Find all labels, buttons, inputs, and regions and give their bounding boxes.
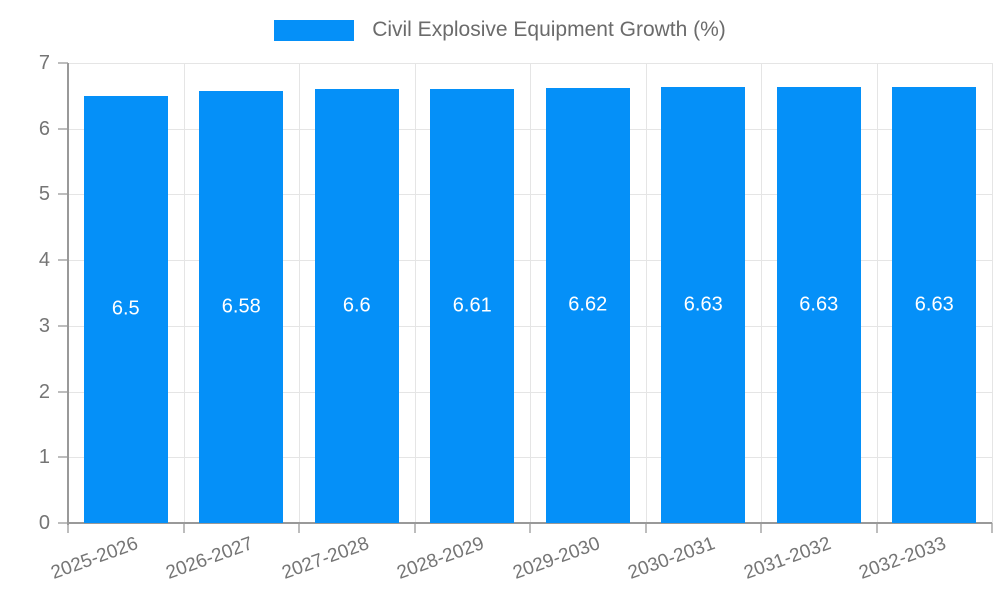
y-axis-tick <box>58 390 68 393</box>
x-gridline <box>299 63 300 523</box>
x-gridline <box>876 63 878 523</box>
x-gridline <box>183 63 185 523</box>
x-axis-tick <box>298 523 300 533</box>
legend[interactable]: Civil Explosive Equipment Growth (%) <box>0 18 1000 42</box>
bar-value-label: 6.61 <box>452 294 492 317</box>
x-tick-label: 2026-2027 <box>163 533 257 584</box>
x-axis-line <box>68 522 992 524</box>
bar-value-label: 6.63 <box>683 293 723 316</box>
y-tick-label: 3 <box>38 314 50 337</box>
bar[interactable]: 6.63 <box>892 87 977 523</box>
x-gridline <box>414 63 416 523</box>
x-gridline <box>761 63 762 523</box>
bar-value-label: 6.62 <box>568 293 608 316</box>
bar-value-label: 6.63 <box>914 293 954 316</box>
x-gridline <box>645 63 647 523</box>
bar-value-label: 6.6 <box>342 294 371 317</box>
y-tick-label: 1 <box>38 446 50 469</box>
x-tick-label: 2031-2032 <box>741 533 834 584</box>
y-axis-tick <box>58 193 68 196</box>
x-tick-label: 2025-2026 <box>48 533 141 584</box>
bar[interactable]: 6.61 <box>430 88 515 523</box>
y-axis-tick <box>58 259 68 262</box>
bar-value-label: 6.63 <box>799 293 839 316</box>
bar[interactable]: 6.63 <box>661 87 746 523</box>
y-tick-label: 4 <box>38 249 50 272</box>
x-axis-tick <box>67 523 69 533</box>
bar[interactable]: 6.63 <box>776 87 861 523</box>
x-tick-label: 2032-2033 <box>856 533 950 584</box>
x-axis-tick <box>875 523 878 533</box>
y-axis-tick <box>58 456 68 459</box>
bar-value-label: 6.58 <box>221 295 261 318</box>
x-axis-tick <box>991 523 993 533</box>
y-tick-label: 0 <box>38 512 50 534</box>
y-axis-tick <box>58 324 68 327</box>
y-tick-label: 7 <box>38 52 50 74</box>
legend-swatch <box>274 19 355 41</box>
x-axis-tick <box>529 523 531 533</box>
bar[interactable]: 6.6 <box>314 89 399 523</box>
bar[interactable]: 6.58 <box>199 90 284 523</box>
x-axis-tick <box>413 523 416 533</box>
y-tick-label: 5 <box>38 183 50 206</box>
x-axis-tick <box>760 523 762 533</box>
legend-label: Civil Explosive Equipment Growth (%) <box>372 18 726 41</box>
x-axis-tick <box>182 523 185 533</box>
x-axis-tick <box>644 523 647 533</box>
bar[interactable]: 6.5 <box>83 95 168 523</box>
y-axis-tick <box>58 127 68 130</box>
x-gridline <box>992 63 993 523</box>
y-tick-label: 6 <box>38 117 50 140</box>
y-axis-tick <box>58 522 68 524</box>
y-tick-label: 2 <box>38 380 50 403</box>
x-tick-label: 2030-2031 <box>625 533 719 584</box>
x-tick-label: 2027-2028 <box>279 533 372 584</box>
bar-value-label: 6.5 <box>111 297 140 320</box>
y-axis-tick <box>58 62 68 64</box>
bar[interactable]: 6.62 <box>545 87 630 523</box>
x-tick-label: 2029-2030 <box>510 533 603 584</box>
y-axis-line <box>67 63 69 525</box>
x-gridline <box>530 63 531 523</box>
x-tick-label: 2028-2029 <box>394 533 488 584</box>
